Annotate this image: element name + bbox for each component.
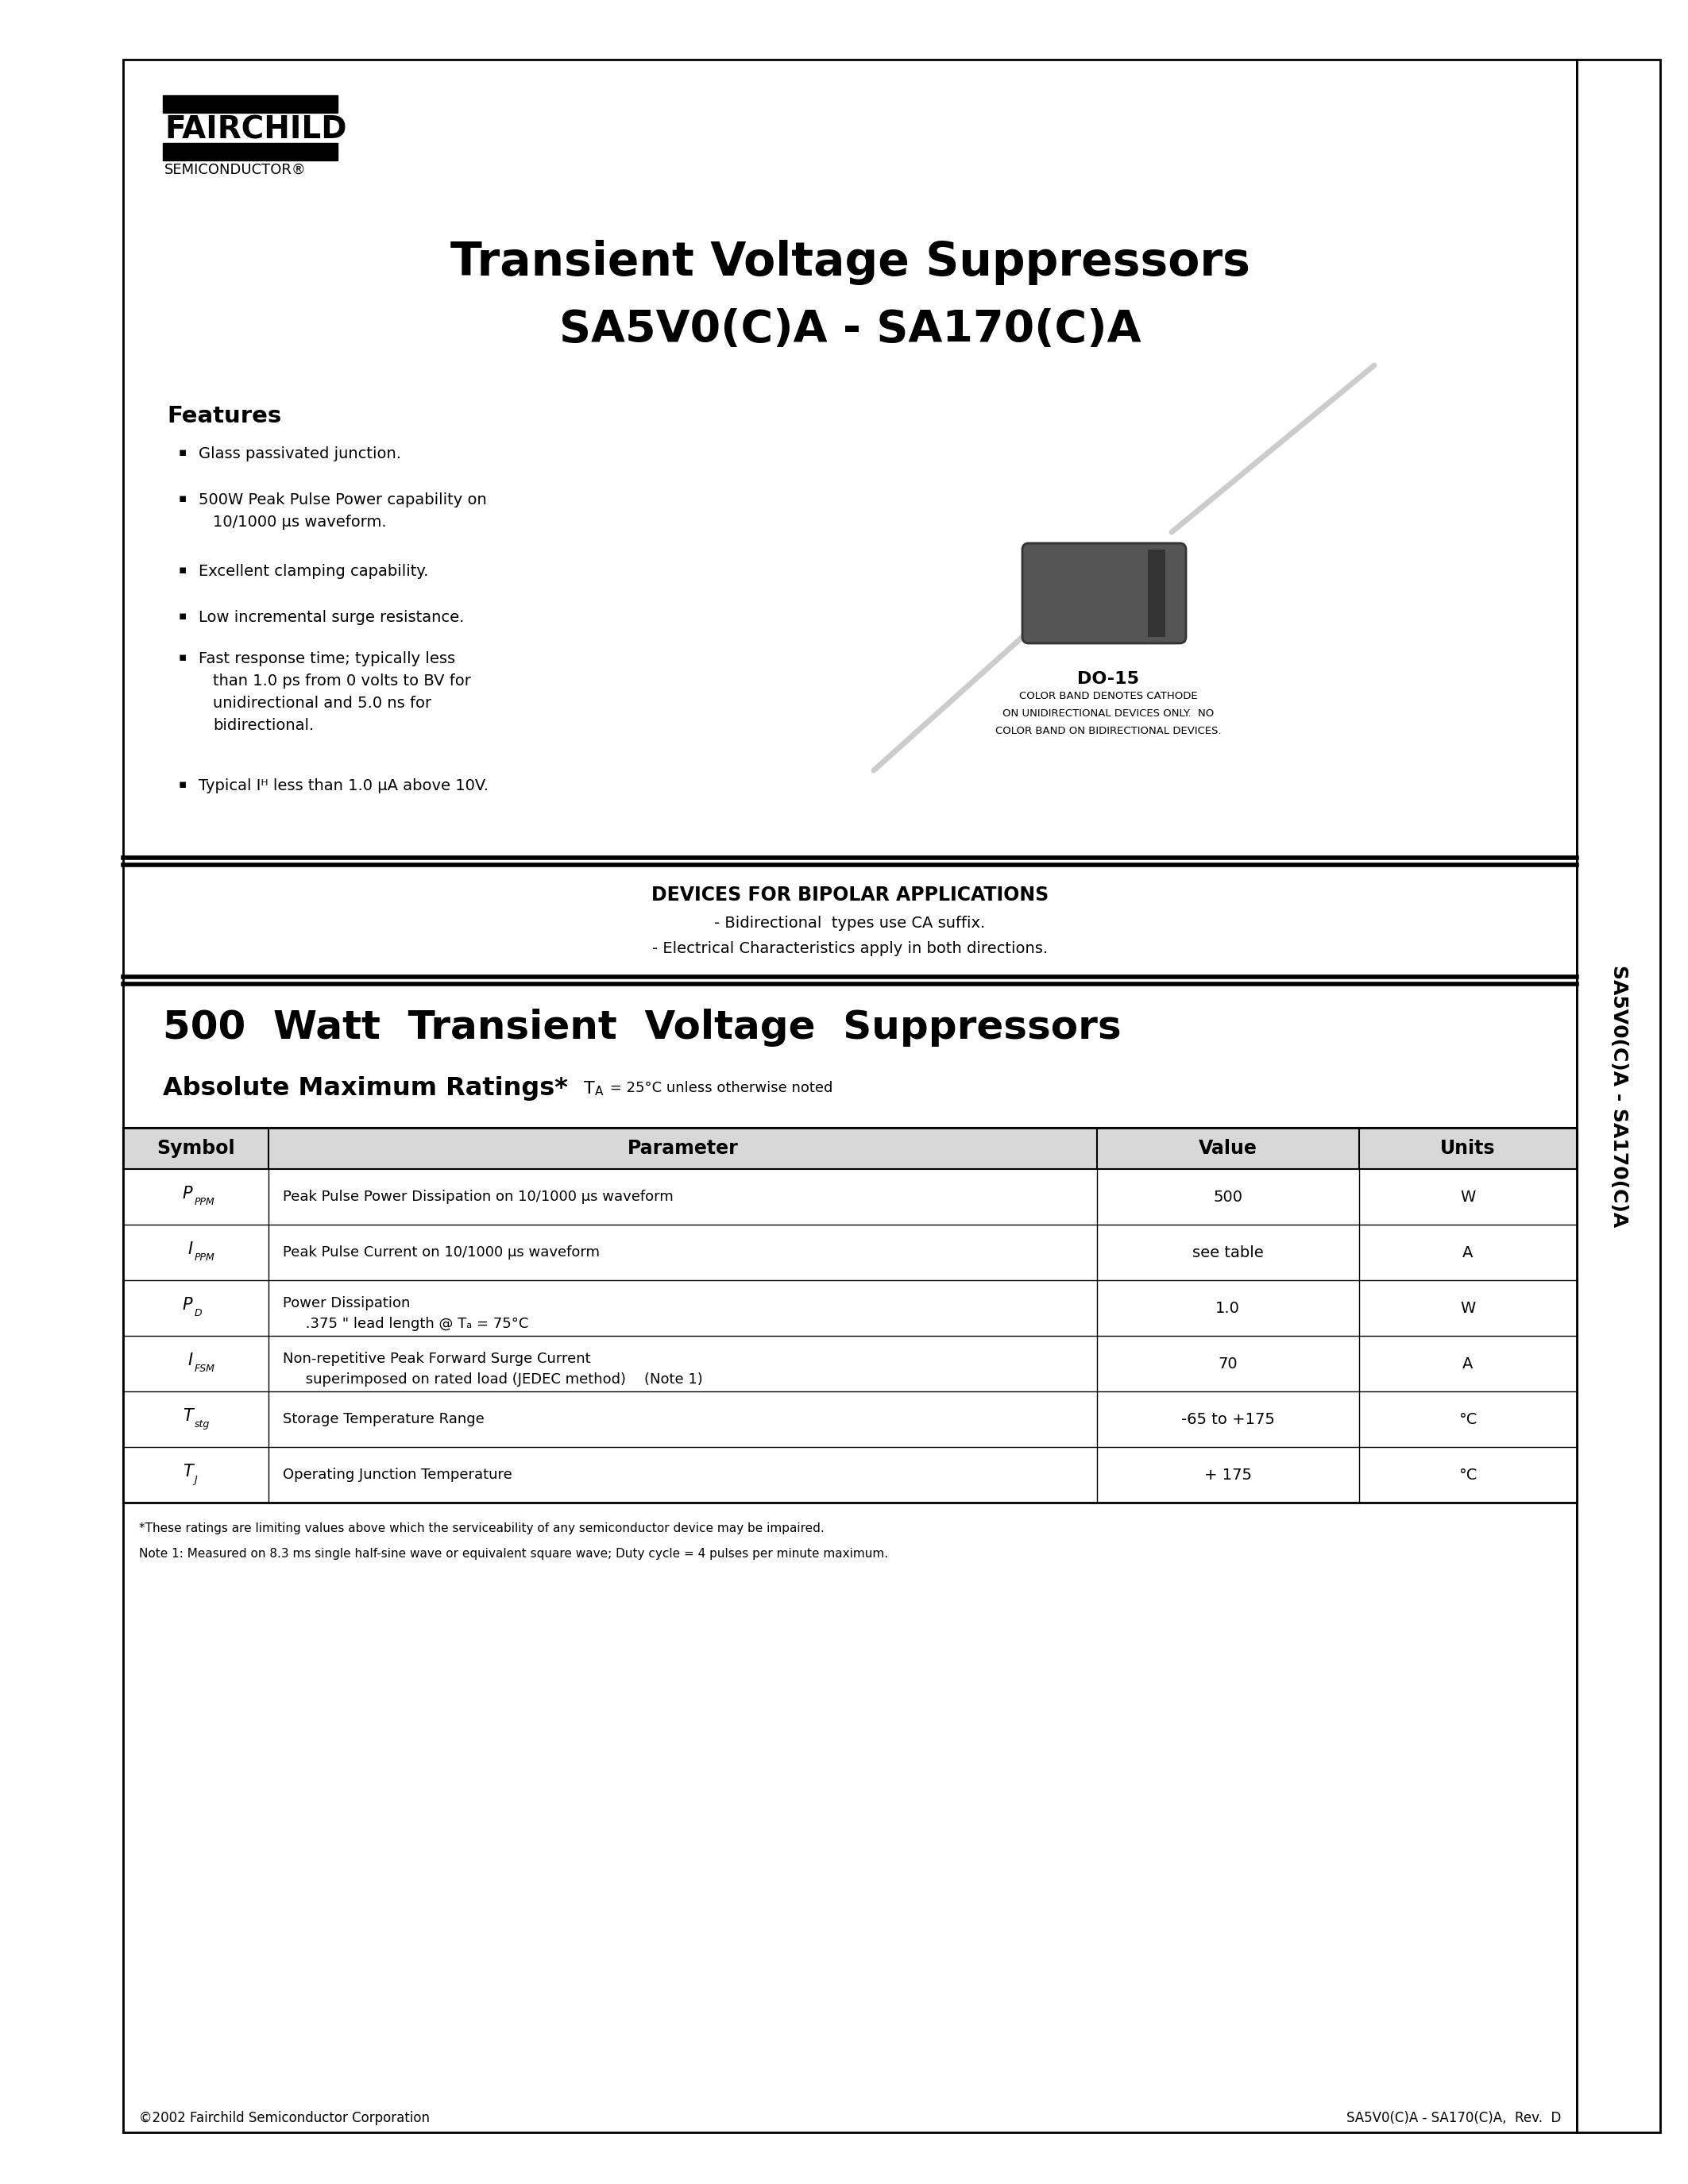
Text: + 175: + 175 — [1204, 1468, 1252, 1483]
Bar — [123, 1225, 1577, 1280]
Bar — [123, 1448, 1577, 1503]
Text: see table: see table — [1192, 1245, 1264, 1260]
Text: Parameter: Parameter — [628, 1138, 738, 1158]
Text: Low incremental surge resistance.: Low incremental surge resistance. — [199, 609, 464, 625]
Text: ▪: ▪ — [179, 491, 187, 505]
Text: ON UNIDIRECTIONAL DEVICES ONLY.  NO: ON UNIDIRECTIONAL DEVICES ONLY. NO — [1003, 708, 1214, 719]
Bar — [123, 1127, 1577, 1168]
Text: than 1.0 ps from 0 volts to BV for: than 1.0 ps from 0 volts to BV for — [213, 673, 471, 688]
Text: - Electrical Characteristics apply in both directions.: - Electrical Characteristics apply in bo… — [652, 941, 1048, 957]
Text: T: T — [584, 1081, 594, 1096]
Text: Power Dissipation: Power Dissipation — [284, 1295, 410, 1310]
Text: °C: °C — [1458, 1468, 1477, 1483]
Text: FSM: FSM — [194, 1363, 214, 1374]
Text: Value: Value — [1198, 1138, 1258, 1158]
Text: D: D — [194, 1308, 203, 1317]
Text: °C: °C — [1458, 1411, 1477, 1426]
Bar — [123, 1337, 1577, 1391]
Text: .375 " lead length @ Tₐ = 75°C: .375 " lead length @ Tₐ = 75°C — [284, 1317, 528, 1330]
Text: W: W — [1460, 1190, 1475, 1203]
Text: Glass passivated junction.: Glass passivated junction. — [199, 446, 402, 461]
Text: 70: 70 — [1219, 1356, 1237, 1372]
Text: A: A — [1462, 1356, 1474, 1372]
Text: SEMICONDUCTOR®: SEMICONDUCTOR® — [164, 164, 307, 177]
Text: = 25°C unless otherwise noted: = 25°C unless otherwise noted — [606, 1081, 832, 1094]
Text: DEVICES FOR BIPOLAR APPLICATIONS: DEVICES FOR BIPOLAR APPLICATIONS — [652, 885, 1048, 904]
Text: Excellent clamping capability.: Excellent clamping capability. — [199, 563, 429, 579]
Text: SA5V0(C)A - SA170(C)A: SA5V0(C)A - SA170(C)A — [559, 308, 1141, 352]
Text: unidirectional and 5.0 ns for: unidirectional and 5.0 ns for — [213, 697, 432, 710]
Text: COLOR BAND DENOTES CATHODE: COLOR BAND DENOTES CATHODE — [1020, 690, 1197, 701]
Text: Peak Pulse Power Dissipation on 10/1000 μs waveform: Peak Pulse Power Dissipation on 10/1000 … — [284, 1190, 674, 1203]
Text: Typical Iᴴ less than 1.0 μA above 10V.: Typical Iᴴ less than 1.0 μA above 10V. — [199, 778, 488, 793]
Text: 500  Watt  Transient  Voltage  Suppressors: 500 Watt Transient Voltage Suppressors — [162, 1009, 1121, 1046]
Text: ▪: ▪ — [179, 609, 187, 622]
Text: Symbol: Symbol — [157, 1138, 235, 1158]
Bar — [162, 142, 338, 159]
FancyBboxPatch shape — [1023, 544, 1187, 644]
Text: Transient Voltage Suppressors: Transient Voltage Suppressors — [451, 240, 1249, 284]
Text: *These ratings are limiting values above which the serviceability of any semicon: *These ratings are limiting values above… — [138, 1522, 824, 1535]
Text: Note 1: Measured on 8.3 ms single half-sine wave or equivalent square wave; Duty: Note 1: Measured on 8.3 ms single half-s… — [138, 1548, 888, 1559]
Text: A: A — [594, 1085, 603, 1099]
Text: P: P — [182, 1297, 192, 1313]
Text: 1.0: 1.0 — [1215, 1299, 1241, 1315]
Bar — [162, 96, 338, 114]
Text: Peak Pulse Current on 10/1000 μs waveform: Peak Pulse Current on 10/1000 μs wavefor… — [284, 1245, 599, 1260]
Text: 500W Peak Pulse Power capability on: 500W Peak Pulse Power capability on — [199, 491, 486, 507]
Text: stg: stg — [194, 1420, 209, 1428]
Bar — [123, 59, 1577, 2132]
Text: T: T — [182, 1409, 192, 1424]
Text: - Bidirectional  types use CA suffix.: - Bidirectional types use CA suffix. — [714, 915, 986, 930]
Text: ▪: ▪ — [179, 651, 187, 664]
Text: Non-repetitive Peak Forward Surge Current: Non-repetitive Peak Forward Surge Curren… — [284, 1352, 591, 1365]
Bar — [123, 1391, 1577, 1448]
Text: I: I — [187, 1352, 192, 1369]
Text: bidirectional.: bidirectional. — [213, 719, 314, 734]
Text: DO-15: DO-15 — [1077, 670, 1139, 688]
Text: ▪: ▪ — [179, 446, 187, 459]
Text: ▪: ▪ — [179, 563, 187, 577]
Text: SA5V0(C)A - SA170(C)A,  Rev.  D: SA5V0(C)A - SA170(C)A, Rev. D — [1345, 2112, 1561, 2125]
Text: Features: Features — [167, 404, 282, 428]
Text: ▪: ▪ — [179, 778, 187, 791]
Text: Units: Units — [1440, 1138, 1496, 1158]
Text: Operating Junction Temperature: Operating Junction Temperature — [284, 1468, 511, 1483]
Text: COLOR BAND ON BIDIRECTIONAL DEVICES.: COLOR BAND ON BIDIRECTIONAL DEVICES. — [996, 725, 1220, 736]
Text: 10/1000 μs waveform.: 10/1000 μs waveform. — [213, 515, 387, 531]
Bar — [123, 1168, 1577, 1225]
Text: -65 to +175: -65 to +175 — [1182, 1411, 1274, 1426]
Text: Absolute Maximum Ratings*: Absolute Maximum Ratings* — [162, 1077, 567, 1101]
Text: PPM: PPM — [194, 1197, 214, 1208]
Text: PPM: PPM — [194, 1251, 214, 1262]
Text: A: A — [1462, 1245, 1474, 1260]
Bar — [1148, 550, 1165, 638]
Bar — [1577, 59, 1661, 2132]
Text: 500: 500 — [1214, 1190, 1242, 1203]
Text: W: W — [1460, 1299, 1475, 1315]
Text: SA5V0(C)A - SA170(C)A: SA5V0(C)A - SA170(C)A — [1609, 965, 1627, 1227]
Text: superimposed on rated load (JEDEC method)    (Note 1): superimposed on rated load (JEDEC method… — [284, 1372, 702, 1387]
Text: Storage Temperature Range: Storage Temperature Range — [284, 1413, 484, 1426]
Text: I: I — [187, 1241, 192, 1258]
Bar — [123, 1280, 1577, 1337]
Text: ©2002 Fairchild Semiconductor Corporation: ©2002 Fairchild Semiconductor Corporatio… — [138, 2112, 430, 2125]
Text: J: J — [194, 1474, 197, 1485]
Text: FAIRCHILD: FAIRCHILD — [164, 114, 346, 144]
Text: P: P — [182, 1186, 192, 1201]
Text: Fast response time; typically less: Fast response time; typically less — [199, 651, 456, 666]
Bar — [123, 1127, 1577, 1503]
Text: T: T — [182, 1463, 192, 1479]
